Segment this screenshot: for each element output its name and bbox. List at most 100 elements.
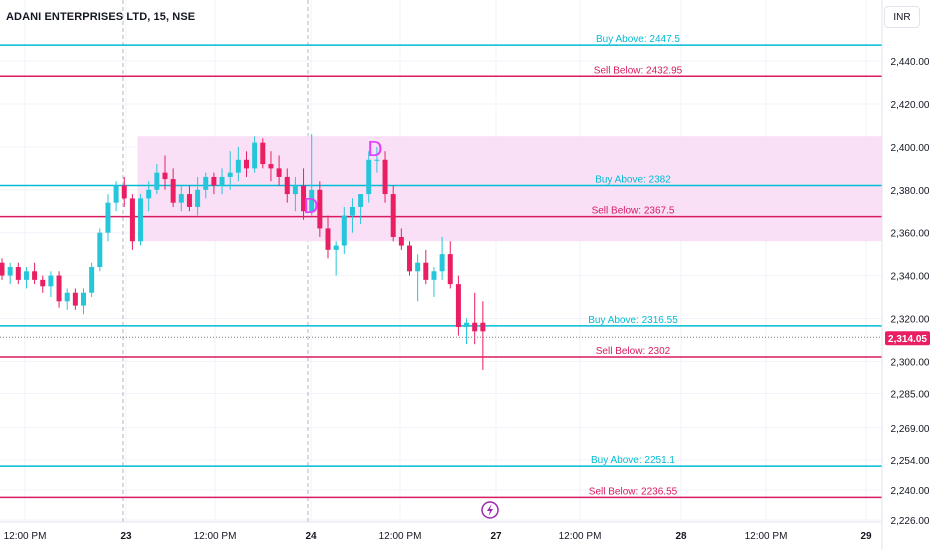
time-axis[interactable]: 12:00 PM 23 12:00 PM 24 12:00 PM 27 12:00 PM 28… (0, 521, 882, 542)
candle[interactable] (32, 262, 38, 285)
candle[interactable] (105, 194, 111, 242)
candle-body (455, 284, 461, 328)
candle[interactable] (284, 168, 290, 203)
candle[interactable] (252, 136, 258, 173)
candle-body (439, 254, 445, 272)
candle[interactable] (129, 194, 135, 250)
candle-body (260, 142, 266, 165)
price-tick-label: 2,285.00 (891, 389, 930, 400)
candle[interactable] (227, 151, 233, 190)
candle[interactable] (301, 168, 307, 220)
candle-body (431, 271, 437, 280)
candle[interactable] (97, 228, 103, 272)
candle-body (170, 179, 176, 203)
time-tick-label: 12:00 PM (4, 531, 47, 542)
candle[interactable] (333, 241, 339, 276)
candle-body (268, 164, 274, 169)
candle[interactable] (260, 138, 266, 169)
price-tick-label: 2,240.00 (891, 486, 930, 497)
candle[interactable] (81, 288, 86, 315)
price-tick-label: 2,320.00 (891, 314, 930, 325)
candle[interactable] (455, 275, 461, 336)
candle[interactable] (56, 271, 62, 308)
candle[interactable] (292, 176, 298, 212)
time-tick-label: 12:00 PM (194, 531, 237, 542)
candle[interactable] (219, 168, 225, 195)
candle[interactable] (317, 181, 323, 237)
candle[interactable] (7, 262, 13, 285)
candle-body (89, 266, 95, 293)
candle[interactable] (480, 301, 486, 370)
candle[interactable] (0, 258, 5, 280)
chart-overlays (0, 336, 882, 519)
candle[interactable] (64, 288, 70, 310)
candle[interactable] (325, 215, 331, 259)
price-tick-label: 2,269.00 (891, 424, 930, 435)
sell-level-label: Sell Below: 2432.95 (594, 65, 683, 76)
candle-body (464, 322, 470, 328)
candle-body (0, 262, 5, 276)
supply-zone (137, 136, 883, 242)
price-axis[interactable]: 2,440.00 2,420.00 2,400.00 2,380.00 2,360.00… (881, 0, 930, 550)
candle-body (447, 254, 453, 285)
candle[interactable] (89, 262, 95, 298)
candle[interactable] (211, 172, 217, 195)
candle-body (203, 176, 209, 190)
candle-body (40, 279, 46, 287)
candle-body (32, 271, 38, 280)
candle[interactable] (341, 206, 347, 255)
candle-body (415, 262, 421, 272)
candle[interactable] (268, 151, 274, 182)
candle-body (146, 189, 152, 199)
candle-body (23, 271, 29, 280)
candle[interactable] (178, 185, 184, 212)
candle[interactable] (349, 198, 355, 233)
candle[interactable] (72, 288, 78, 310)
candle[interactable] (162, 155, 168, 190)
candle[interactable] (235, 146, 241, 182)
candle[interactable] (309, 134, 315, 216)
candle[interactable] (154, 164, 160, 195)
candle-body (284, 176, 290, 195)
candle-body (195, 189, 201, 207)
time-tick-label: 29 (860, 531, 872, 542)
candle-body (211, 176, 217, 186)
candle[interactable] (390, 185, 396, 242)
candle[interactable] (138, 194, 144, 246)
candle[interactable] (203, 172, 209, 199)
candle[interactable] (398, 228, 404, 250)
candle[interactable] (15, 262, 21, 285)
candle[interactable] (472, 292, 478, 345)
candle-body (64, 292, 70, 302)
candle[interactable] (146, 181, 152, 212)
candle[interactable] (276, 155, 282, 186)
lightning-icon[interactable] (481, 501, 499, 519)
candle[interactable] (23, 266, 29, 289)
candle[interactable] (40, 275, 46, 293)
candle[interactable] (113, 181, 119, 212)
candle[interactable] (464, 318, 470, 345)
candle[interactable] (121, 176, 127, 207)
time-tick-label: 27 (490, 531, 502, 542)
candle[interactable] (374, 146, 380, 173)
candle[interactable] (439, 236, 445, 280)
candle[interactable] (447, 241, 453, 289)
candle[interactable] (358, 194, 364, 225)
candlestick-series[interactable] (0, 134, 486, 370)
candle[interactable] (407, 241, 412, 276)
candle[interactable] (366, 151, 372, 203)
candle[interactable] (170, 168, 176, 207)
candle[interactable] (431, 266, 437, 298)
candle[interactable] (382, 151, 388, 203)
lightning-icon-bolt (487, 504, 493, 516)
candle[interactable] (244, 151, 249, 177)
pattern-marker: D (367, 137, 382, 161)
candle[interactable] (195, 176, 201, 216)
candle[interactable] (423, 249, 429, 285)
buy-level-label: Buy Above: 2316.55 (588, 315, 678, 326)
candle[interactable] (415, 254, 421, 302)
candle[interactable] (48, 271, 54, 298)
currency-button[interactable]: INR (884, 6, 920, 28)
candle[interactable] (186, 185, 192, 212)
